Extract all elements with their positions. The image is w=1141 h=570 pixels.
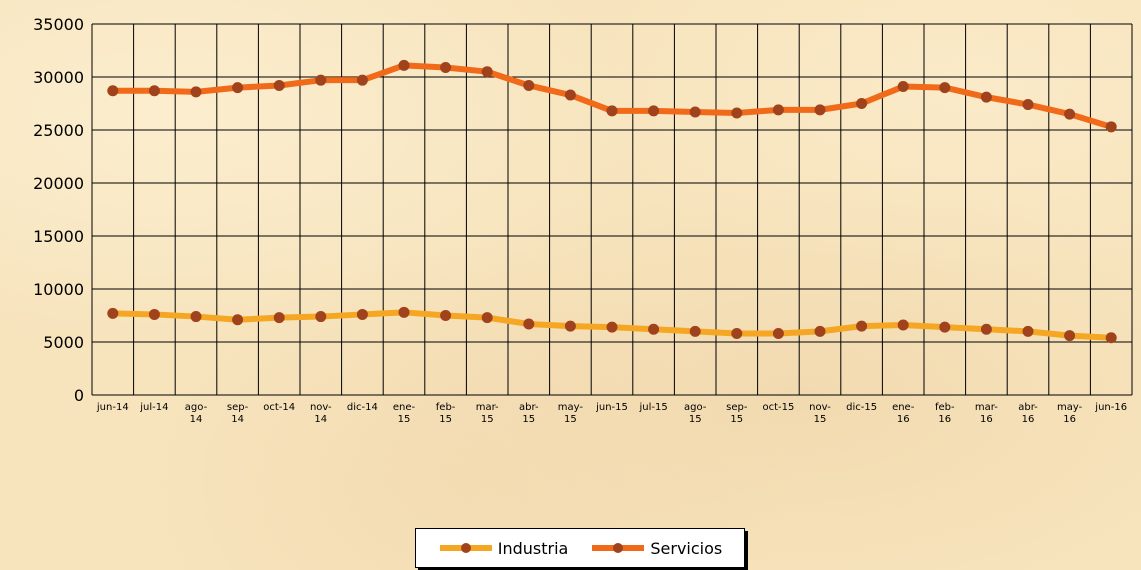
x-tick-label: sep-15 — [726, 402, 748, 425]
x-tick-label: feb-15 — [436, 402, 456, 425]
data-point-industria — [939, 321, 951, 333]
data-point-servicios — [440, 61, 452, 73]
data-point-industria — [481, 312, 493, 324]
data-point-servicios — [398, 59, 410, 71]
data-point-servicios — [731, 107, 743, 119]
data-point-industria — [315, 311, 327, 323]
x-tick-label: ago-14 — [185, 402, 208, 425]
x-tick-label: sep-14 — [227, 402, 249, 425]
data-point-servicios — [1022, 99, 1034, 111]
data-point-industria — [148, 308, 160, 320]
data-point-industria — [1105, 332, 1117, 344]
data-point-servicios — [232, 82, 244, 94]
x-tick-label: dic-15 — [846, 402, 877, 413]
y-tick-label: 30000 — [33, 68, 84, 87]
legend-label-industria: Industria — [497, 538, 569, 558]
legend-item-servicios: Servicios — [590, 539, 722, 558]
x-axis-tick-labels: jun-14 jul-14 ago-14 sep-14 oct-14 nov-14 dic-… — [96, 402, 1127, 425]
x-tick-label: may-16 — [1057, 402, 1083, 425]
data-point-servicios — [190, 86, 202, 98]
data-point-industria — [107, 307, 119, 319]
x-tick-label: feb-16 — [935, 402, 955, 425]
data-point-servicios — [481, 66, 493, 78]
y-tick-label: 15000 — [33, 227, 84, 246]
data-point-servicios — [980, 91, 992, 103]
data-point-servicios — [606, 105, 618, 117]
data-point-servicios — [315, 74, 327, 86]
data-point-industria — [648, 323, 660, 335]
x-tick-label: may-15 — [558, 402, 584, 425]
x-tick-label: nov-15 — [809, 402, 831, 425]
legend-item-industria: Industria — [438, 538, 569, 558]
y-tick-label: 20000 — [33, 174, 84, 193]
data-point-servicios — [107, 85, 119, 97]
data-point-servicios — [939, 82, 951, 94]
data-point-servicios — [648, 105, 660, 117]
x-tick-label: ene-16 — [892, 402, 915, 425]
plot-background — [92, 24, 1132, 395]
data-point-servicios — [523, 79, 535, 91]
x-tick-label: ago-15 — [684, 402, 707, 425]
x-tick-label: oct-15 — [762, 402, 794, 413]
x-tick-label: oct-14 — [263, 402, 295, 413]
x-tick-label: nov-14 — [310, 402, 332, 425]
data-point-industria — [523, 318, 535, 330]
data-point-servicios — [564, 89, 576, 101]
x-tick-label: jun-15 — [595, 402, 628, 413]
data-point-industria — [980, 323, 992, 335]
data-point-industria — [814, 325, 826, 337]
legend-swatch-servicios — [592, 543, 645, 553]
y-tick-label: 0 — [74, 386, 84, 405]
grid-lines — [92, 23, 1133, 395]
y-tick-label: 10000 — [33, 280, 84, 299]
data-point-servicios — [772, 104, 784, 116]
y-tick-label: 5000 — [43, 333, 84, 352]
data-point-industria — [689, 325, 701, 337]
data-point-industria — [856, 320, 868, 332]
data-point-servicios — [1064, 108, 1076, 120]
data-point-industria — [731, 328, 743, 340]
legend-label-servicios: Servicios — [650, 538, 723, 558]
line-chart: 0 5000 10000 15000 20000 25000 30000 35000 jun-… — [33, 15, 1133, 425]
x-tick-label: jul-14 — [139, 402, 168, 413]
data-point-industria — [398, 306, 410, 318]
data-point-industria — [273, 312, 285, 324]
legend-swatch-industria — [439, 543, 492, 553]
data-point-industria — [772, 328, 784, 340]
data-point-industria — [232, 314, 244, 326]
axes — [91, 24, 1132, 396]
x-tick-label: ene-15 — [393, 402, 416, 425]
data-point-servicios — [897, 81, 909, 93]
data-point-servicios — [814, 104, 826, 116]
x-tick-label: jun-16 — [1094, 402, 1127, 413]
x-tick-label: mar-16 — [975, 402, 998, 425]
data-point-industria — [1022, 325, 1034, 337]
data-point-industria — [190, 311, 202, 323]
y-tick-label: 35000 — [33, 15, 84, 34]
x-tick-label: jul-15 — [638, 402, 667, 413]
data-point-servicios — [856, 98, 868, 109]
x-tick-label: jun-14 — [96, 402, 129, 413]
data-point-industria — [440, 310, 452, 321]
x-tick-label: mar-15 — [476, 402, 499, 425]
data-point-servicios — [273, 79, 285, 91]
series-line-servicios — [109, 62, 1115, 130]
data-point-industria — [606, 321, 618, 333]
data-point-industria — [564, 320, 576, 332]
x-tick-label: abr-16 — [1018, 402, 1038, 425]
y-axis-tick-labels: 0 5000 10000 15000 20000 25000 30000 35000 — [33, 15, 84, 405]
data-point-industria — [1064, 330, 1076, 342]
plot-area — [92, 24, 1132, 395]
chart-legend: Industria Servicios — [415, 528, 745, 568]
data-point-servicios — [148, 85, 160, 97]
data-point-servicios — [689, 106, 701, 118]
x-tick-label: abr-15 — [519, 402, 539, 425]
data-point-servicios — [356, 74, 368, 86]
data-point-industria — [356, 308, 368, 320]
data-point-industria — [897, 319, 909, 331]
y-tick-label: 25000 — [33, 121, 84, 140]
series-markers — [107, 59, 1117, 344]
data-point-servicios — [1105, 121, 1117, 133]
x-tick-label: dic-14 — [347, 402, 378, 413]
